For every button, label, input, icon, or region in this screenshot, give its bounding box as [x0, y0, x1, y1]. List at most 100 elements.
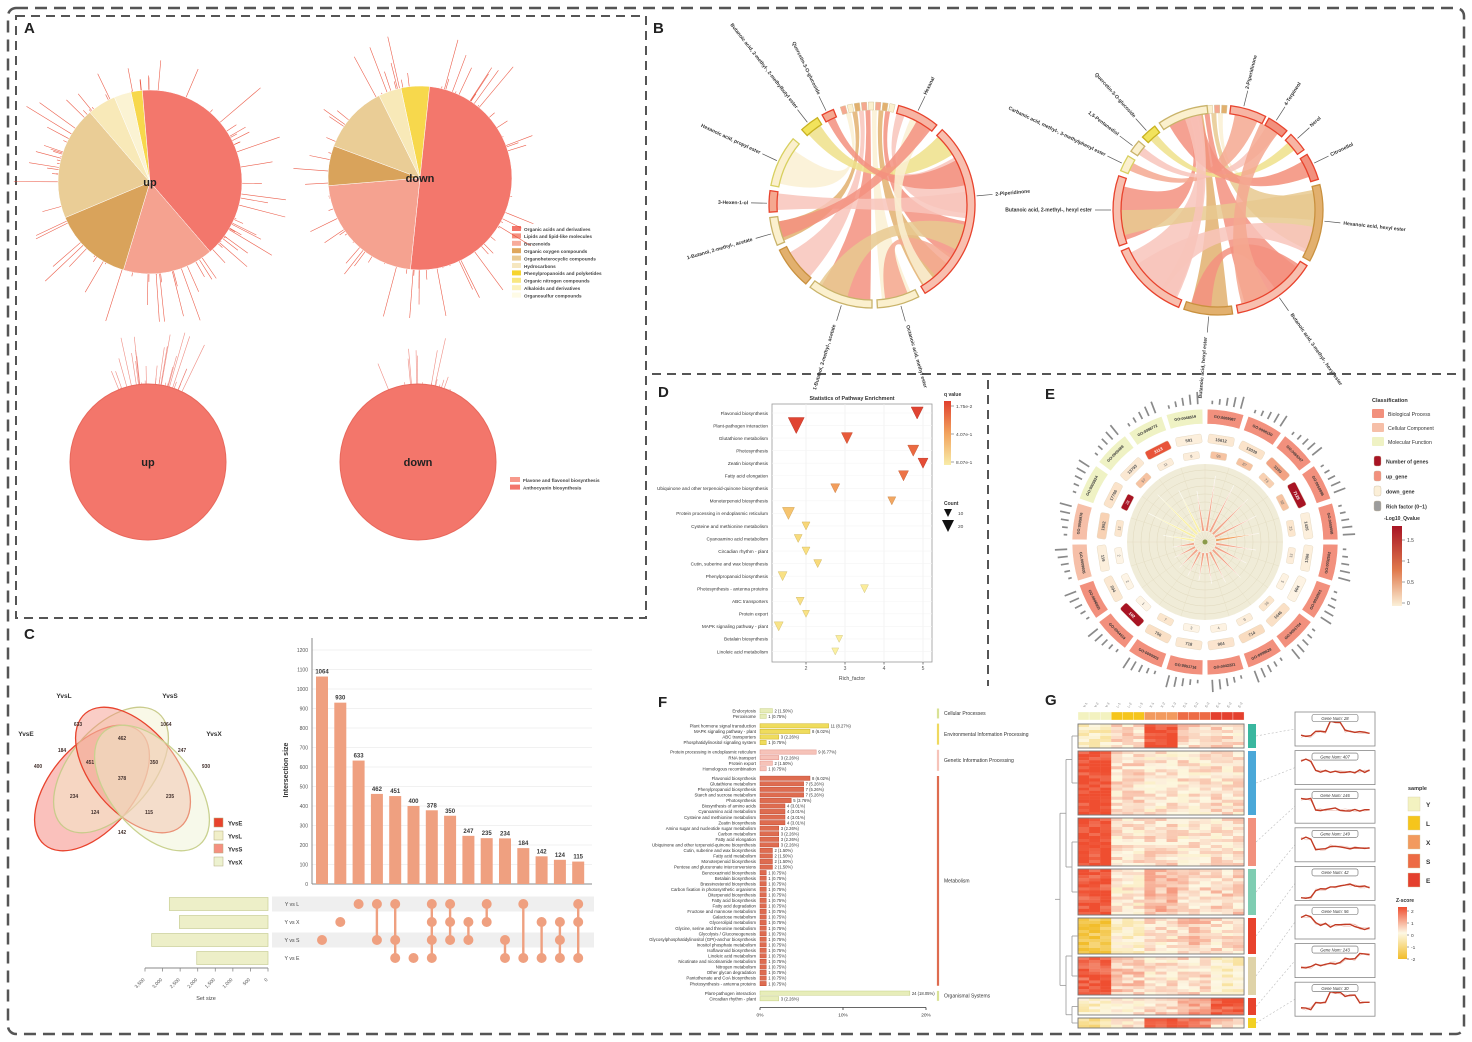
svg-text:Y vs S: Y vs S [285, 938, 300, 944]
svg-text:Rich factor (0~1): Rich factor (0~1) [1386, 505, 1427, 511]
svg-text:451: 451 [86, 760, 95, 766]
svg-text:1 (0.75%): 1 (0.75%) [768, 926, 787, 931]
svg-text:Diterpenoid biosynthesis: Diterpenoid biosynthesis [708, 892, 757, 897]
svg-text:1952: 1952 [1100, 520, 1107, 531]
svg-text:Butanoic acid, 3-methyl-, hexy: Butanoic acid, 3-methyl-, hexyl ester [1289, 312, 1344, 387]
svg-text:13: 13 [1289, 553, 1294, 558]
svg-text:591: 591 [1185, 437, 1193, 443]
svg-text:1046: 1046 [1273, 609, 1284, 620]
svg-text:S-3: S-3 [1204, 702, 1210, 709]
svg-text:Plant-pathogen interaction: Plant-pathogen interaction [705, 991, 757, 996]
svg-text:GO:0042221: GO:0042221 [1213, 663, 1235, 670]
svg-text:2 (1.50%): 2 (1.50%) [774, 848, 793, 853]
svg-text:Cellular Component: Cellular Component [1388, 426, 1434, 432]
svg-text:633: 633 [354, 754, 365, 760]
svg-text:3 (2.26%): 3 (2.26%) [781, 735, 800, 740]
svg-text:1,5-Pentanediol: 1,5-Pentanediol [1087, 110, 1121, 137]
svg-text:500: 500 [242, 977, 252, 987]
svg-text:2 (1.50%): 2 (1.50%) [774, 854, 793, 859]
svg-text:sample: sample [1408, 786, 1427, 792]
svg-text:4 (3.01%): 4 (3.01%) [787, 815, 806, 820]
svg-text:0: 0 [305, 882, 308, 888]
svg-text:1 (0.75%): 1 (0.75%) [768, 931, 787, 936]
svg-text:Plant-pathogen interaction: Plant-pathogen interaction [713, 423, 768, 428]
svg-text:Other glycan degradation: Other glycan degradation [707, 970, 757, 975]
svg-text:YvsX: YvsX [228, 861, 242, 867]
svg-text:Glutathione metabolism: Glutathione metabolism [719, 436, 768, 441]
svg-text:604: 604 [1293, 584, 1301, 593]
svg-text:451: 451 [390, 789, 401, 795]
svg-text:247: 247 [463, 829, 474, 835]
svg-text:Plant hormone signal transduct: Plant hormone signal transduction [690, 724, 757, 729]
svg-text:Peroxisome: Peroxisome [733, 714, 757, 719]
svg-text:234: 234 [500, 831, 511, 837]
svg-text:YvsX: YvsX [206, 731, 222, 738]
svg-text:Inositol phosphate metabolism: Inositol phosphate metabolism [697, 942, 757, 947]
svg-text:1 (0.75%): 1 (0.75%) [768, 740, 787, 745]
svg-text:Hexanoic acid, propyl ester: Hexanoic acid, propyl ester [700, 123, 762, 156]
svg-text:1 (0.75%): 1 (0.75%) [768, 965, 787, 970]
svg-text:Monoterpenoid biosynthesis: Monoterpenoid biosynthesis [701, 859, 756, 864]
svg-text:Biological Process: Biological Process [1388, 412, 1431, 418]
svg-text:714: 714 [1248, 630, 1257, 638]
svg-text:142: 142 [118, 830, 127, 836]
svg-text:12: 12 [1117, 526, 1122, 531]
svg-text:Phenylpropanoids and polyketid: Phenylpropanoids and polyketides [524, 271, 602, 276]
svg-text:Y-1: Y-1 [1082, 702, 1088, 709]
svg-text:1064: 1064 [160, 722, 171, 728]
sunburst-up: up [13, 60, 286, 322]
svg-text:Linoleic acid metabolism: Linoleic acid metabolism [717, 649, 768, 654]
svg-text:L: L [1426, 821, 1430, 828]
svg-text:57: 57 [1141, 478, 1147, 484]
svg-text:Quercetin-3-O-glucoside: Quercetin-3-O-glucoside [790, 41, 821, 96]
svg-text:1.5: 1.5 [1407, 538, 1414, 544]
svg-text:2-Piperidinone: 2-Piperidinone [995, 189, 1030, 198]
svg-text:11 (8.27%): 11 (8.27%) [831, 724, 852, 729]
svg-text:YvsS: YvsS [162, 693, 178, 700]
svg-text:E-3: E-3 [1237, 702, 1243, 709]
svg-text:Carbon metabolism: Carbon metabolism [718, 831, 756, 836]
svg-text:1 (0.75%): 1 (0.75%) [768, 766, 787, 771]
svg-text:Cysteine and methionine metabo: Cysteine and methionine metabolism [691, 524, 768, 529]
svg-text:0.5: 0.5 [1407, 580, 1414, 586]
svg-text:3: 3 [1190, 626, 1193, 630]
svg-text:3113: 3113 [1153, 446, 1164, 455]
svg-text:Linoleic acid metabolism: Linoleic acid metabolism [708, 954, 756, 959]
panel-a-class-legend: Organic acids and derivatives Lipids and … [512, 226, 602, 298]
svg-text:2 (1.50%): 2 (1.50%) [774, 761, 793, 766]
svg-text:Phenylpropanoid biosynthesis: Phenylpropanoid biosynthesis [706, 574, 769, 579]
svg-text:28: 28 [1125, 500, 1130, 506]
svg-text:Photosynthesis - antenna prote: Photosynthesis - antenna proteins [697, 587, 769, 592]
svg-text:1 (0.75%): 1 (0.75%) [768, 981, 787, 986]
svg-text:10: 10 [958, 511, 964, 517]
svg-text:1: 1 [1141, 602, 1145, 606]
svg-text:S-2: S-2 [1193, 702, 1199, 709]
svg-text:Cutin, suberine and wax biosyn: Cutin, suberine and wax biosynthesis [691, 561, 769, 566]
svg-text:Flavone and flavonol biosynthe: Flavone and flavonol biosynthesis [523, 478, 600, 483]
svg-text:115: 115 [573, 855, 583, 861]
svg-text:2: 2 [805, 666, 808, 672]
svg-text:400: 400 [300, 804, 309, 810]
svg-text:down_gene: down_gene [1386, 490, 1415, 496]
svg-text:115: 115 [145, 810, 153, 816]
svg-text:235: 235 [166, 794, 175, 800]
svg-text:Glycine, serine and threonine: Glycine, serine and threonine metabolism [675, 926, 756, 931]
svg-text:Protein export: Protein export [739, 612, 769, 617]
svg-text:X-1: X-1 [1149, 702, 1155, 709]
svg-text:Protein processing in endoplas: Protein processing in endoplasmic reticu… [676, 511, 768, 516]
svg-text:Butanoic acid, 2-methyl-, 2-me: Butanoic acid, 2-methyl-, 2-methylbutyl … [729, 22, 799, 110]
svg-text:100: 100 [300, 863, 309, 869]
svg-text:2 (1.50%): 2 (1.50%) [774, 708, 793, 713]
svg-text:900: 900 [300, 707, 309, 713]
svg-text:718: 718 [1185, 641, 1193, 647]
svg-text:S-1: S-1 [1182, 702, 1188, 709]
svg-text:up: up [141, 457, 155, 469]
panel-d-pathway-enrichment: Statistics of Pathway Enrichment 2 3 4 5 Rich… [657, 392, 973, 682]
svg-text:ABC transporters: ABC transporters [722, 735, 756, 740]
svg-text:E-2: E-2 [1226, 702, 1232, 709]
svg-text:Betalain biosynthesis: Betalain biosynthesis [724, 637, 769, 642]
svg-text:GO:0051716: GO:0051716 [1174, 663, 1196, 670]
svg-text:7 (5.26%): 7 (5.26%) [806, 787, 825, 792]
svg-text:Gene Num: 149: Gene Num: 149 [1320, 832, 1350, 837]
